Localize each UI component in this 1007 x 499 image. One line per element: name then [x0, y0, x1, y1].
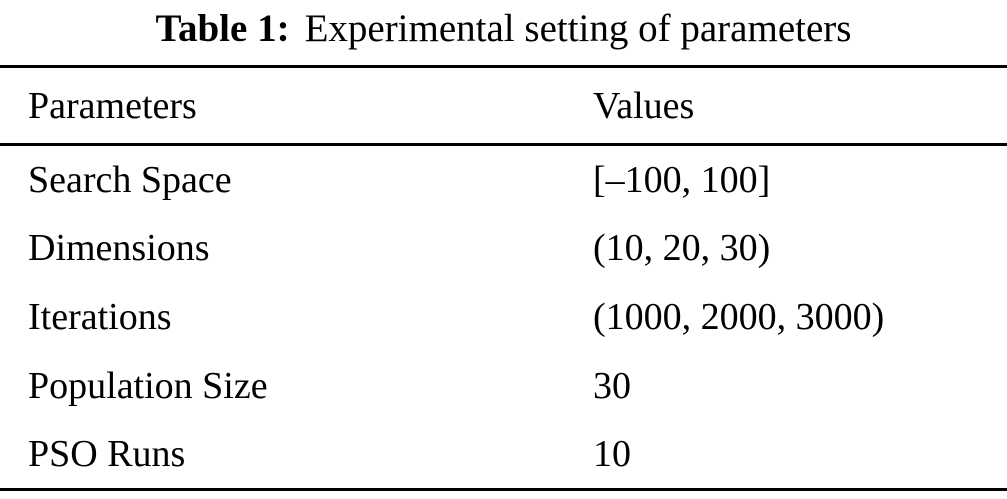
table-caption: Table 1: Experimental setting of paramet… [0, 0, 1007, 65]
parameter-value-cell: 30 [593, 365, 631, 407]
table-row: Search Space [–100, 100] [0, 145, 1007, 214]
table-caption-label: Table 1: [155, 7, 290, 50]
parameter-value-cell: (1000, 2000, 3000) [593, 296, 885, 338]
parameter-value-cell: 10 [593, 433, 631, 476]
parameter-value-cell: (10, 20, 30) [593, 227, 771, 269]
parameter-name-cell: PSO Runs [28, 433, 186, 476]
parameter-name-cell: Search Space [28, 158, 232, 201]
column-header-parameters: Parameters [28, 84, 197, 127]
table-caption-text: Experimental setting of parameters [304, 7, 852, 50]
parameter-value-cell: [–100, 100] [593, 158, 771, 201]
column-header-values: Values [593, 84, 695, 127]
parameter-name-cell: Dimensions [28, 227, 210, 269]
parameter-name-cell: Iterations [28, 296, 172, 338]
table-row: Iterations (1000, 2000, 3000) [0, 283, 1007, 352]
table-row: PSO Runs 10 [0, 421, 1007, 490]
parameters-table: Parameters Values Search Space [–100, 10… [0, 65, 1007, 491]
table-header-row: Parameters Values [0, 67, 1007, 145]
table-row: Dimensions (10, 20, 30) [0, 214, 1007, 283]
table-row: Population Size 30 [0, 352, 1007, 421]
parameter-name-cell: Population Size [28, 365, 268, 407]
